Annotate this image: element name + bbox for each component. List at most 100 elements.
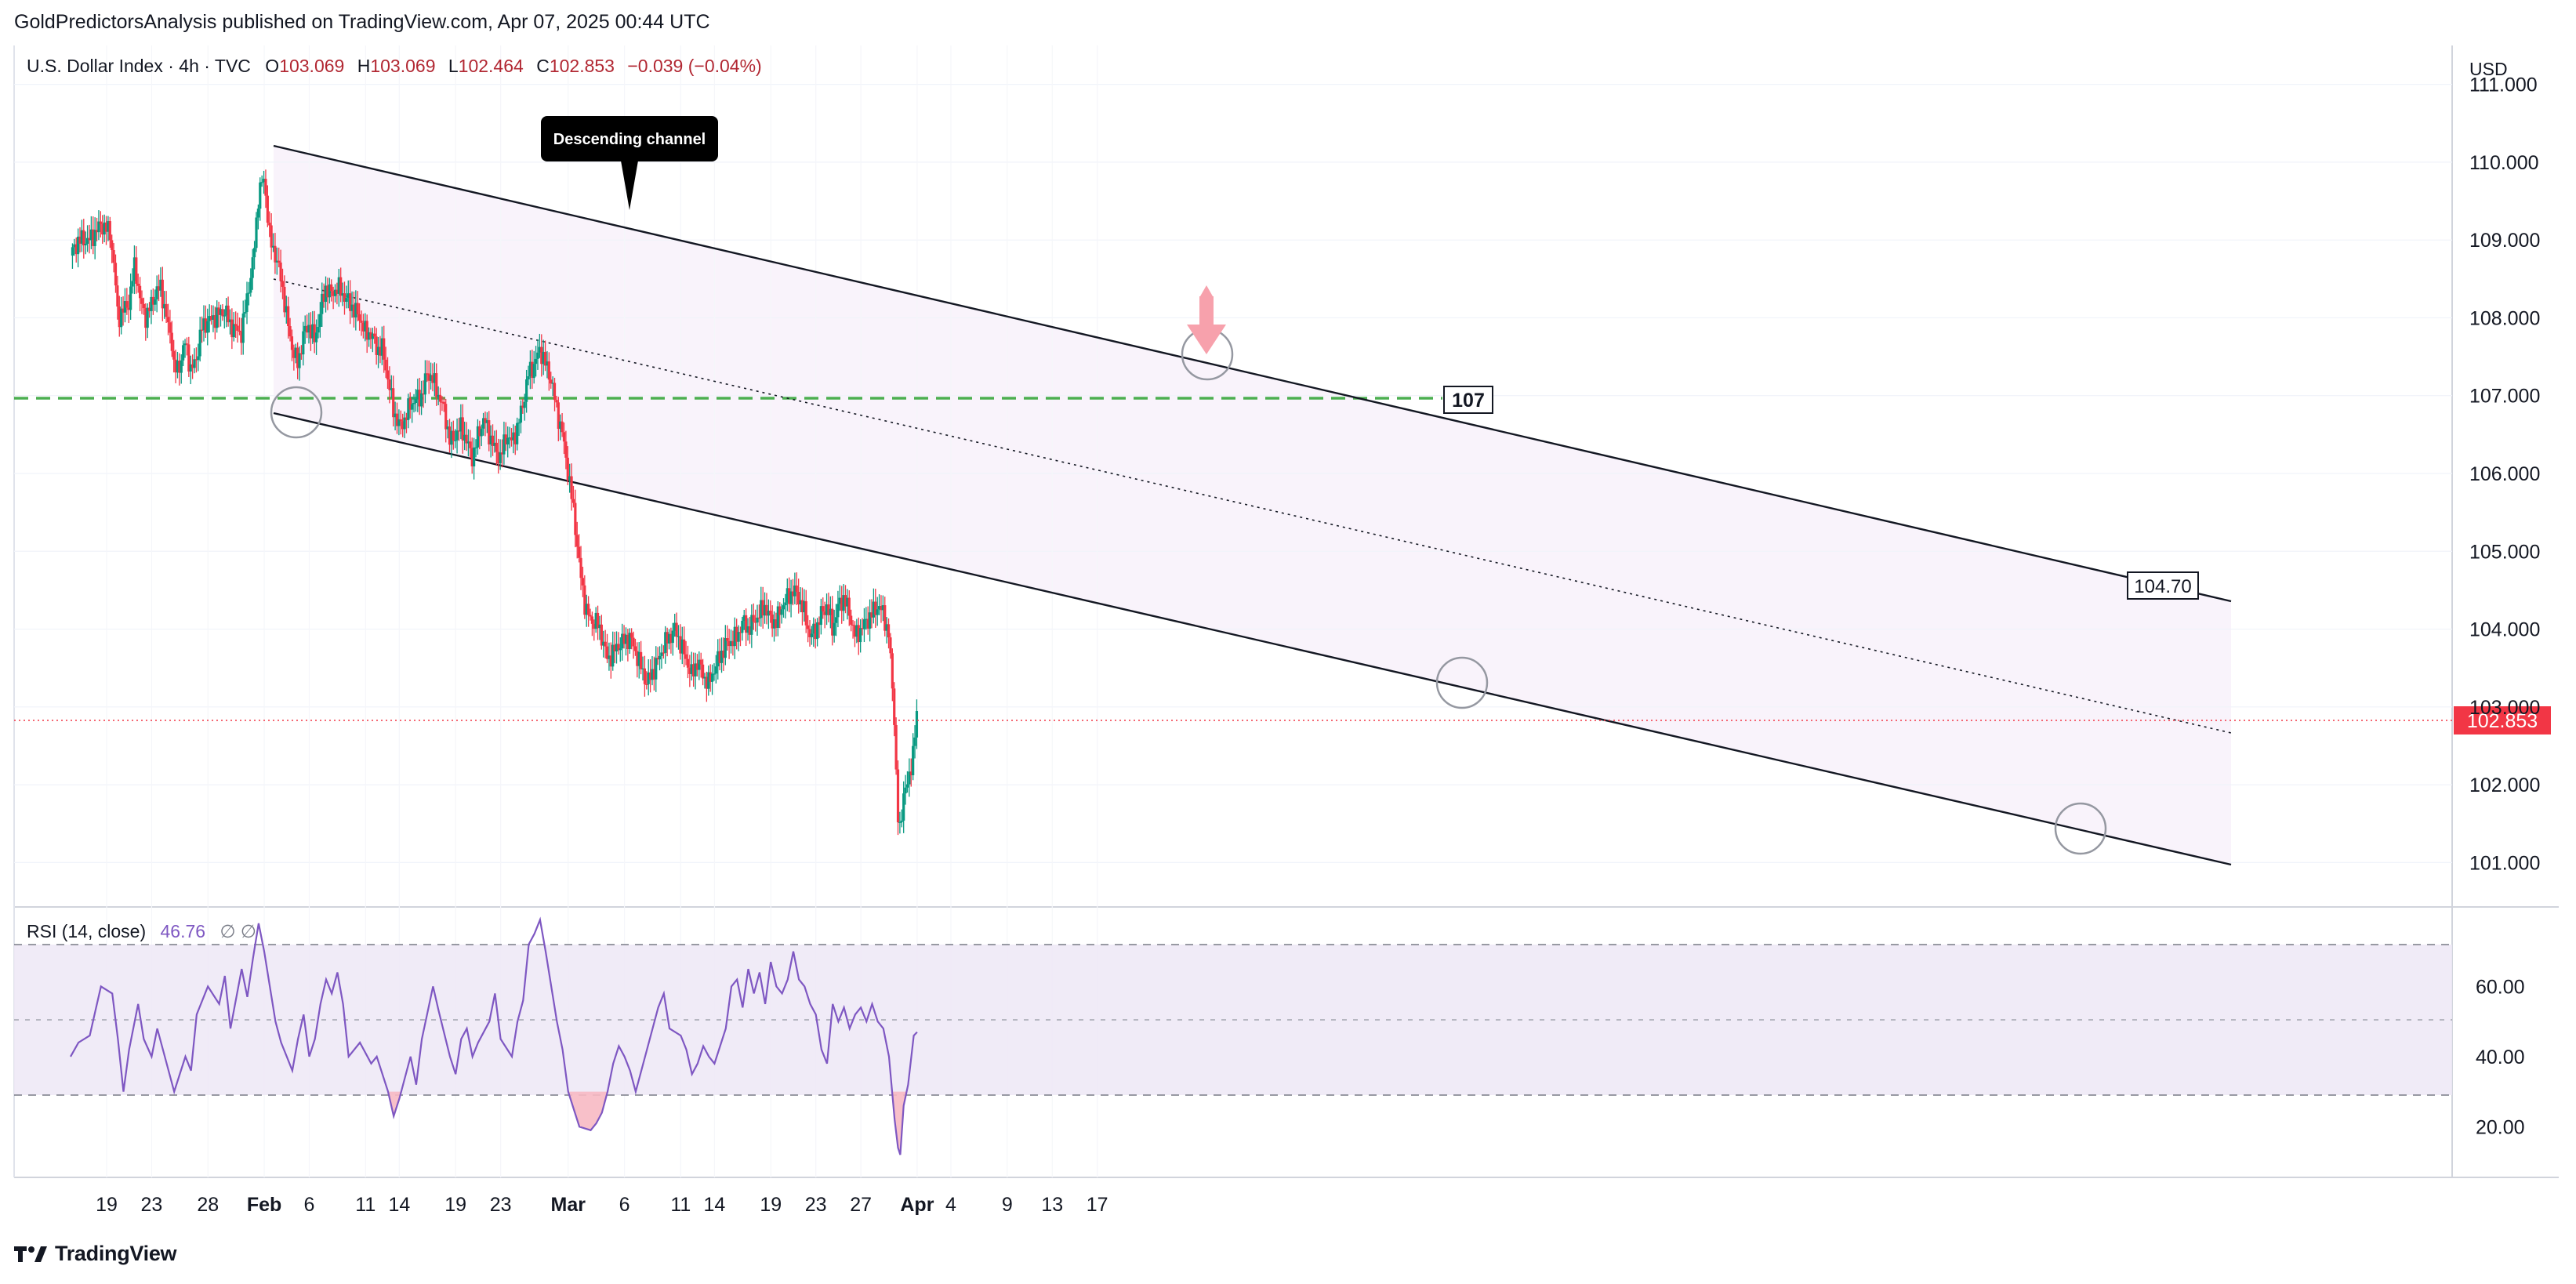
price-tick-label: 109.000 — [2469, 230, 2540, 252]
rsi-axis[interactable]: 20.00 40.00 60.00 — [2476, 976, 2525, 1138]
candle — [543, 340, 547, 372]
candle-body — [776, 606, 779, 628]
candle — [185, 337, 189, 356]
candle-body — [217, 307, 220, 315]
candle-body — [503, 434, 506, 455]
rsi-line[interactable] — [70, 916, 918, 1155]
candle — [120, 296, 123, 335]
candle-body — [791, 591, 795, 597]
candle — [198, 317, 201, 362]
candle — [189, 355, 192, 385]
time-tick-label: 23 — [141, 1194, 163, 1216]
candle — [84, 231, 87, 255]
candle — [388, 366, 391, 404]
candle-body — [279, 262, 282, 281]
candle — [640, 640, 643, 675]
candle-body — [433, 373, 436, 383]
low-label: L — [448, 56, 459, 76]
candle — [150, 289, 153, 325]
candle-body — [865, 618, 868, 620]
candle — [216, 300, 219, 333]
price-tick-label: 101.000 — [2469, 852, 2540, 874]
candle — [240, 317, 243, 355]
candle-body — [523, 401, 526, 408]
candle — [508, 426, 511, 448]
candle-body — [550, 379, 553, 384]
candle-body — [104, 222, 108, 232]
candle-body — [574, 502, 577, 535]
candle-body — [166, 317, 170, 323]
candle-body — [461, 417, 464, 441]
candle-body — [785, 588, 789, 603]
channel-upper-line[interactable] — [273, 144, 2232, 603]
footer[interactable]: TradingView — [14, 1242, 177, 1266]
candle-body — [77, 236, 80, 255]
candle — [804, 589, 807, 633]
candle-body — [506, 437, 510, 444]
candle-body — [285, 306, 288, 313]
candle — [709, 664, 712, 692]
candle — [752, 603, 755, 630]
candle-body — [356, 303, 359, 314]
candle — [645, 671, 648, 690]
candle-body — [645, 684, 648, 685]
candle — [741, 616, 744, 641]
candle-body — [847, 597, 851, 616]
candle-body — [680, 639, 684, 654]
candle-body — [731, 640, 735, 647]
candle-body — [497, 452, 500, 464]
candle-body — [161, 279, 164, 309]
last-price-tag: 102.853 — [2454, 706, 2551, 734]
candle-body — [628, 633, 631, 649]
candle — [833, 609, 836, 643]
candle-body — [683, 639, 686, 655]
candle — [648, 659, 652, 693]
candle — [506, 426, 510, 458]
support-label-box[interactable]: 107 — [1443, 386, 1493, 414]
candle — [259, 177, 262, 221]
candle-body — [853, 626, 857, 637]
candle — [200, 316, 204, 343]
candle-body — [306, 325, 309, 333]
candle-body — [720, 651, 724, 663]
candle-body — [585, 604, 588, 615]
candle-body — [710, 673, 714, 682]
candle-body — [85, 238, 89, 244]
candle — [427, 360, 430, 394]
candle — [191, 354, 194, 379]
candle — [885, 617, 888, 644]
candle — [688, 655, 691, 687]
price-tick-label: 105.000 — [2469, 541, 2540, 563]
time-axis[interactable]: 19 23 28 Feb 6 11 14 19 23 Mar 6 11 14 19 23 27 Apr 4 9 13 1… — [96, 1194, 1108, 1216]
candle — [857, 617, 860, 655]
candle-body — [889, 637, 892, 654]
descending-channel-callout[interactable]: Descending channel — [541, 116, 718, 210]
currency-label[interactable]: USD — [2469, 59, 2508, 79]
candle-body — [804, 600, 807, 626]
candle-body — [767, 611, 770, 616]
channel-median-line[interactable] — [273, 278, 2232, 734]
channel-label-box[interactable]: 104.70 — [2127, 571, 2199, 600]
candle — [838, 585, 841, 611]
time-tick-label: 4 — [945, 1194, 956, 1216]
candle — [532, 350, 535, 384]
candle — [727, 629, 731, 659]
candle-body — [859, 628, 862, 643]
candle-body — [699, 659, 702, 665]
candle — [219, 304, 223, 327]
candle-body — [307, 325, 310, 333]
open-value: 103.069 — [279, 56, 344, 76]
candle-body — [165, 303, 168, 317]
candle — [442, 397, 445, 412]
price-axis[interactable]: 101.000 102.000 103.000 104.000 105.000 106.0… — [2469, 74, 2540, 875]
candle-body — [750, 615, 753, 635]
candle — [225, 298, 228, 328]
candle — [699, 652, 702, 678]
candle-body — [423, 373, 426, 395]
channel-lower-line[interactable] — [273, 412, 2232, 866]
candle — [748, 616, 752, 644]
candle — [737, 625, 740, 651]
candle-body — [823, 611, 826, 615]
candle — [251, 248, 254, 290]
